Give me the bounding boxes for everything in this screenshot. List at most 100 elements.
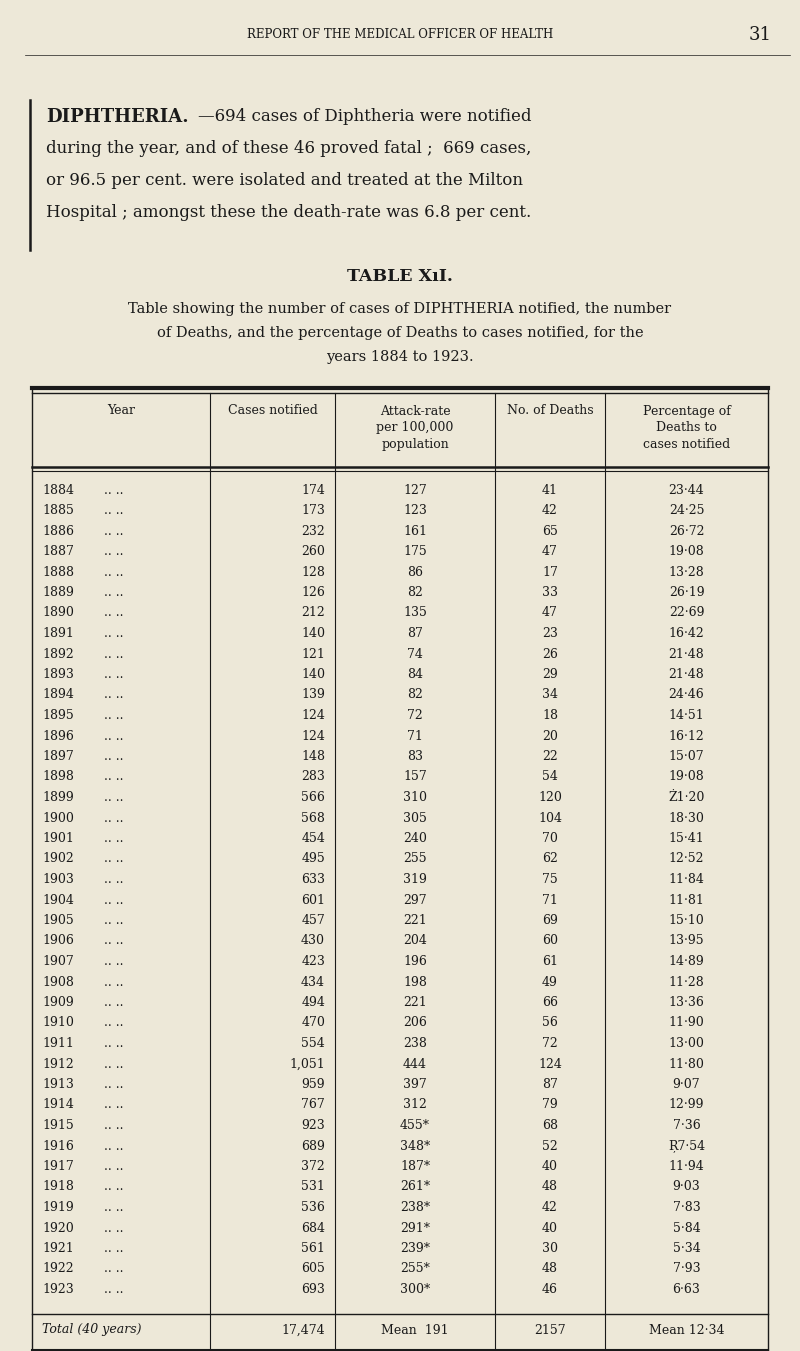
- Text: 87: 87: [542, 1078, 558, 1092]
- Text: 14·89: 14·89: [669, 955, 704, 969]
- Text: 68: 68: [542, 1119, 558, 1132]
- Text: 187*: 187*: [400, 1161, 430, 1173]
- Text: .. ..: .. ..: [104, 1016, 123, 1029]
- Text: 1900: 1900: [42, 812, 74, 824]
- Text: 1923: 1923: [42, 1283, 74, 1296]
- Text: 444: 444: [403, 1058, 427, 1070]
- Text: 291*: 291*: [400, 1221, 430, 1235]
- Text: 454: 454: [301, 832, 325, 844]
- Text: .. ..: .. ..: [104, 627, 123, 640]
- Text: 693: 693: [301, 1283, 325, 1296]
- Text: 19·08: 19·08: [669, 770, 704, 784]
- Text: .. ..: .. ..: [104, 1242, 123, 1255]
- Text: 33: 33: [542, 586, 558, 598]
- Text: 13·00: 13·00: [669, 1038, 705, 1050]
- Text: 7·36: 7·36: [673, 1119, 700, 1132]
- Text: 1920: 1920: [42, 1221, 74, 1235]
- Text: 689: 689: [301, 1139, 325, 1152]
- Text: 71: 71: [542, 893, 558, 907]
- Text: DIPHTHERIA.: DIPHTHERIA.: [46, 108, 189, 126]
- Text: 65: 65: [542, 524, 558, 538]
- Text: 14·51: 14·51: [669, 709, 704, 721]
- Text: .. ..: .. ..: [104, 1119, 123, 1132]
- Text: .. ..: .. ..: [104, 893, 123, 907]
- Text: 56: 56: [542, 1016, 558, 1029]
- Text: Mean  191: Mean 191: [381, 1324, 449, 1336]
- Text: .. ..: .. ..: [104, 915, 123, 927]
- Text: 238: 238: [403, 1038, 427, 1050]
- Text: 297: 297: [403, 893, 427, 907]
- Text: 69: 69: [542, 915, 558, 927]
- Text: 21·48: 21·48: [669, 667, 704, 681]
- Text: during the year, and of these 46 proved fatal ;  669 cases,: during the year, and of these 46 proved …: [46, 141, 531, 157]
- Text: 1913: 1913: [42, 1078, 74, 1092]
- Text: 221: 221: [403, 915, 427, 927]
- Text: 12·99: 12·99: [669, 1098, 704, 1112]
- Text: 24·25: 24·25: [669, 504, 704, 517]
- Text: 423: 423: [301, 955, 325, 969]
- Text: 633: 633: [301, 873, 325, 886]
- Text: 29: 29: [542, 667, 558, 681]
- Text: .. ..: .. ..: [104, 975, 123, 989]
- Text: .. ..: .. ..: [104, 1161, 123, 1173]
- Text: 1917: 1917: [42, 1161, 74, 1173]
- Text: 79: 79: [542, 1098, 558, 1112]
- Text: —694 cases of Diphtheria were notified: —694 cases of Diphtheria were notified: [198, 108, 531, 126]
- Text: .. ..: .. ..: [104, 1181, 123, 1193]
- Text: .. ..: .. ..: [104, 832, 123, 844]
- Text: Hospital ; amongst these the death-rate was 6.8 per cent.: Hospital ; amongst these the death-rate …: [46, 204, 531, 222]
- Text: 140: 140: [301, 627, 325, 640]
- Text: 240: 240: [403, 832, 427, 844]
- Text: 82: 82: [407, 586, 423, 598]
- Text: 15·07: 15·07: [669, 750, 704, 763]
- Text: 1919: 1919: [42, 1201, 74, 1215]
- Text: of Deaths, and the percentage of Deaths to cases notified, for the: of Deaths, and the percentage of Deaths …: [157, 326, 643, 340]
- Text: 11·94: 11·94: [669, 1161, 704, 1173]
- Text: 1918: 1918: [42, 1181, 74, 1193]
- Text: 9·03: 9·03: [673, 1181, 700, 1193]
- Text: years 1884 to 1923.: years 1884 to 1923.: [326, 350, 474, 363]
- Text: 121: 121: [301, 647, 325, 661]
- Text: .. ..: .. ..: [104, 689, 123, 701]
- Text: .. ..: .. ..: [104, 504, 123, 517]
- Text: 1899: 1899: [42, 790, 74, 804]
- Text: 1921: 1921: [42, 1242, 74, 1255]
- Text: Percentage of
Deaths to
cases notified: Percentage of Deaths to cases notified: [642, 405, 730, 451]
- Text: 7·93: 7·93: [673, 1262, 700, 1275]
- Text: Cases notified: Cases notified: [227, 404, 318, 416]
- Text: 11·81: 11·81: [669, 893, 705, 907]
- Text: 40: 40: [542, 1161, 558, 1173]
- Text: 260: 260: [301, 544, 325, 558]
- Text: 1889: 1889: [42, 586, 74, 598]
- Text: 568: 568: [301, 812, 325, 824]
- Text: 554: 554: [302, 1038, 325, 1050]
- Text: 1905: 1905: [42, 915, 74, 927]
- Text: 18: 18: [542, 709, 558, 721]
- Text: REPORT OF THE MEDICAL OFFICER OF HEALTH: REPORT OF THE MEDICAL OFFICER OF HEALTH: [247, 28, 553, 42]
- Text: 31: 31: [749, 26, 771, 45]
- Text: 18·30: 18·30: [669, 812, 705, 824]
- Text: .. ..: .. ..: [104, 544, 123, 558]
- Text: 173: 173: [301, 504, 325, 517]
- Text: 1909: 1909: [42, 996, 74, 1009]
- Text: 494: 494: [301, 996, 325, 1009]
- Text: .. ..: .. ..: [104, 996, 123, 1009]
- Text: 70: 70: [542, 832, 558, 844]
- Text: 767: 767: [302, 1098, 325, 1112]
- Text: .. ..: .. ..: [104, 750, 123, 763]
- Text: 22: 22: [542, 750, 558, 763]
- Text: 87: 87: [407, 627, 423, 640]
- Text: 232: 232: [302, 524, 325, 538]
- Text: 1888: 1888: [42, 566, 74, 578]
- Text: 684: 684: [301, 1221, 325, 1235]
- Text: 1887: 1887: [42, 544, 74, 558]
- Text: 1895: 1895: [42, 709, 74, 721]
- Text: .. ..: .. ..: [104, 647, 123, 661]
- Text: 455*: 455*: [400, 1119, 430, 1132]
- Text: 1922: 1922: [42, 1262, 74, 1275]
- Text: Ŗ7·54: Ŗ7·54: [668, 1139, 705, 1152]
- Text: 1901: 1901: [42, 832, 74, 844]
- Text: 124: 124: [538, 1058, 562, 1070]
- Text: .. ..: .. ..: [104, 873, 123, 886]
- Text: 17,474: 17,474: [282, 1324, 325, 1336]
